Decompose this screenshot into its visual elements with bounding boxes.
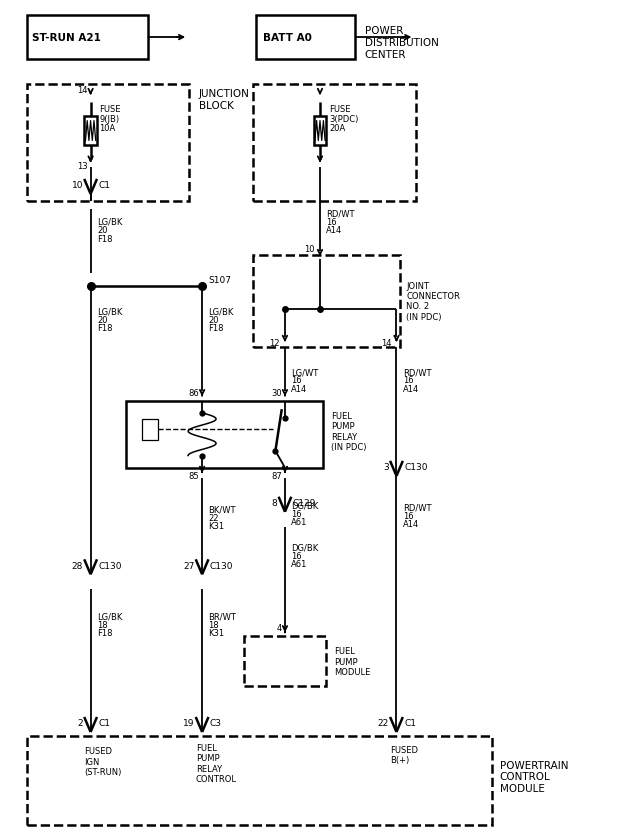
Text: 20: 20: [97, 226, 108, 235]
Text: 85: 85: [188, 472, 199, 481]
Text: S107: S107: [209, 276, 232, 285]
Text: FUSED
B(+): FUSED B(+): [390, 745, 418, 764]
Text: BK/WT: BK/WT: [209, 505, 236, 514]
Text: K31: K31: [209, 522, 225, 531]
Text: C130: C130: [404, 463, 428, 472]
Bar: [27, 737, 492, 824]
Bar: [256, 17, 355, 59]
Text: LG/BK: LG/BK: [209, 307, 234, 316]
Text: C1: C1: [99, 181, 110, 191]
Text: 16: 16: [291, 376, 302, 385]
Bar: [141, 419, 157, 440]
Bar: [84, 117, 97, 145]
Bar: [27, 17, 148, 59]
Text: LG/BK: LG/BK: [97, 307, 122, 316]
Text: FUEL
PUMP
RELAY
(IN PDC): FUEL PUMP RELAY (IN PDC): [331, 411, 366, 451]
Text: 87: 87: [271, 472, 282, 481]
Text: DG/BK: DG/BK: [291, 501, 319, 510]
Bar: [244, 636, 326, 686]
Text: C130: C130: [210, 561, 233, 570]
Text: C1: C1: [404, 719, 416, 727]
Text: C1: C1: [99, 719, 110, 727]
Text: 22: 22: [209, 513, 219, 522]
Text: 10: 10: [72, 181, 83, 191]
Text: LG/BK: LG/BK: [97, 217, 122, 227]
Text: C3: C3: [210, 719, 222, 727]
Text: 18: 18: [209, 620, 219, 630]
Text: RD/WT: RD/WT: [403, 368, 431, 377]
Text: F18: F18: [97, 234, 113, 243]
Text: A14: A14: [291, 385, 308, 393]
Text: JOINT
CONNECTOR
NO. 2
(IN PDC): JOINT CONNECTOR NO. 2 (IN PDC): [406, 281, 460, 321]
Text: A14: A14: [403, 385, 419, 393]
Text: BR/WT: BR/WT: [209, 612, 236, 621]
Text: 19: 19: [183, 719, 195, 727]
Text: 16: 16: [326, 217, 337, 227]
Text: FUSED
IGN
(ST-RUN): FUSED IGN (ST-RUN): [84, 747, 122, 776]
Text: 20A: 20A: [329, 124, 345, 133]
Bar: [314, 117, 326, 145]
Bar: [125, 401, 323, 468]
Text: F18: F18: [209, 324, 224, 333]
Text: K31: K31: [209, 629, 225, 638]
Text: 3: 3: [383, 463, 389, 472]
Text: FUSE: FUSE: [329, 105, 351, 115]
Text: A61: A61: [291, 559, 308, 568]
Text: 30: 30: [271, 389, 282, 397]
Text: 16: 16: [291, 509, 302, 518]
Text: JUNCTION
BLOCK: JUNCTION BLOCK: [199, 89, 250, 110]
Text: FUEL
PUMP
RELAY
CONTROL: FUEL PUMP RELAY CONTROL: [196, 743, 237, 783]
Text: 13: 13: [77, 162, 88, 171]
Text: F18: F18: [97, 324, 113, 333]
Text: POWERTRAIN
CONTROL
MODULE: POWERTRAIN CONTROL MODULE: [500, 760, 568, 793]
Text: F18: F18: [97, 629, 113, 638]
Text: 18: 18: [97, 620, 108, 630]
Text: 14: 14: [381, 339, 392, 348]
Text: RD/WT: RD/WT: [403, 502, 431, 512]
Text: 4: 4: [276, 624, 282, 633]
Text: 14: 14: [77, 86, 88, 95]
Text: 16: 16: [291, 551, 302, 560]
Text: 20: 20: [209, 315, 219, 324]
Text: FUEL
PUMP
MODULE: FUEL PUMP MODULE: [334, 646, 371, 676]
Text: RD/WT: RD/WT: [326, 209, 355, 218]
Text: 27: 27: [183, 561, 195, 570]
Text: 20: 20: [97, 315, 108, 324]
Text: A14: A14: [326, 226, 342, 235]
Text: DG/BK: DG/BK: [291, 543, 319, 552]
Text: C130: C130: [99, 561, 122, 570]
Text: 2: 2: [77, 719, 83, 727]
Text: 9(JB): 9(JB): [100, 115, 120, 124]
Text: LG/BK: LG/BK: [97, 612, 122, 621]
Text: 86: 86: [188, 389, 199, 397]
Bar: [27, 84, 189, 201]
Text: 12: 12: [269, 339, 280, 348]
Text: ST-RUN A21: ST-RUN A21: [32, 33, 101, 43]
Text: C129: C129: [292, 498, 316, 507]
Text: 16: 16: [403, 376, 413, 385]
Text: FUSE: FUSE: [100, 105, 121, 115]
Text: A14: A14: [403, 519, 419, 528]
Text: A61: A61: [291, 517, 308, 527]
Text: 22: 22: [378, 719, 389, 727]
Text: LG/WT: LG/WT: [291, 368, 319, 377]
Text: POWER
DISTRIBUTION
CENTER: POWER DISTRIBUTION CENTER: [365, 27, 438, 59]
Text: 8: 8: [271, 498, 277, 507]
Bar: [253, 84, 415, 201]
Text: 28: 28: [72, 561, 83, 570]
Bar: [253, 256, 399, 347]
Text: 16: 16: [403, 511, 413, 520]
Text: 3(PDC): 3(PDC): [329, 115, 358, 124]
Text: 10A: 10A: [100, 124, 116, 133]
Text: 10: 10: [305, 244, 315, 253]
Text: BATT A0: BATT A0: [262, 33, 312, 43]
